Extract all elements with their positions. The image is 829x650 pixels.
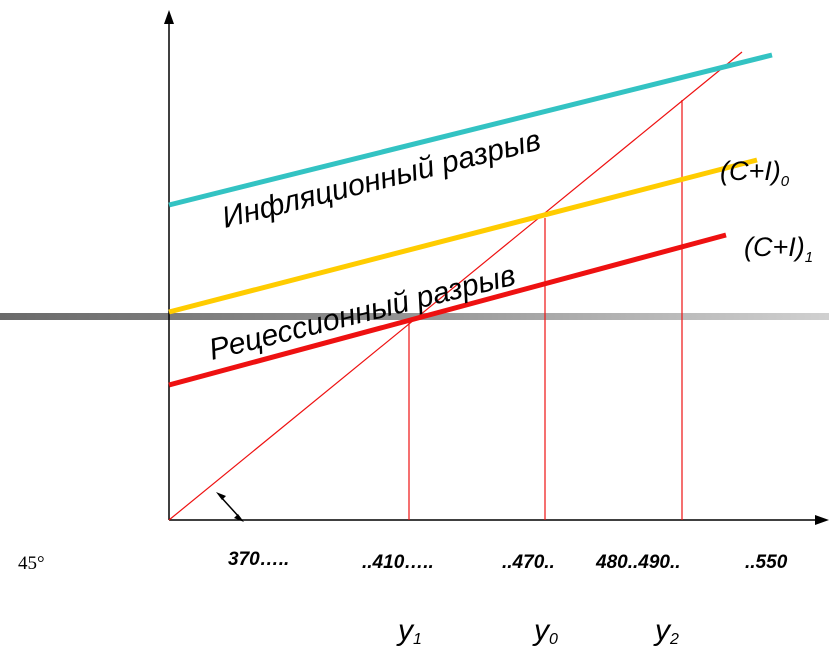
ci1-label: (C+I)1: [744, 232, 813, 266]
y1-marker: y1: [396, 614, 422, 648]
angle-label: 45°: [18, 553, 45, 574]
x-tick-label: 480..490..: [595, 552, 681, 573]
y2-marker-main: y: [653, 614, 672, 647]
inflation-line: [168, 52, 773, 208]
x-tick-label: ..550: [745, 552, 788, 573]
ci1-line: [168, 232, 727, 388]
angle-marker: [219, 495, 241, 519]
ci0-label-main: (C+I): [720, 156, 781, 186]
x-axis-arrow-icon: [815, 515, 829, 525]
y1-marker-main: y: [396, 614, 415, 647]
recession-gap-label: Рецессионный разрыв: [206, 259, 519, 367]
y0-marker: y0: [532, 614, 558, 648]
ci0-label: (C+I)0: [720, 156, 790, 190]
ci1-label-sub: 1: [805, 249, 813, 266]
y0-marker-sub: 0: [549, 631, 558, 648]
ci0-line: [168, 157, 758, 315]
angle-marker-arrow-icon: [234, 514, 244, 522]
angle-marker-arrow-icon: [216, 492, 226, 500]
y-axis-arrow-icon: [164, 10, 174, 24]
ci0-label-sub: 0: [781, 173, 790, 190]
x-tick-label: ..470..: [502, 552, 555, 573]
y2-marker-sub: 2: [669, 631, 679, 648]
y0-marker-main: y: [532, 614, 551, 647]
y2-marker: y2: [653, 614, 679, 648]
x-tick-label: ..410…..: [362, 552, 434, 573]
forty-five-degree-line: [168, 51, 743, 521]
x-tick-label: 370…..: [228, 549, 289, 570]
y1-marker-sub: 1: [413, 631, 422, 648]
ci1-label-main: (C+I): [744, 232, 805, 262]
